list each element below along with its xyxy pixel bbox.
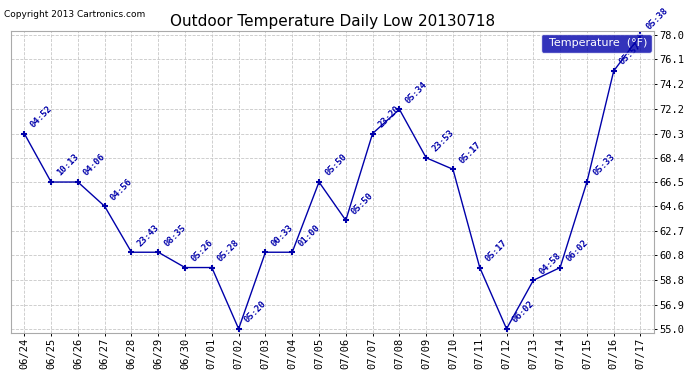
Text: 05:20: 05:20 xyxy=(243,299,268,325)
Title: Outdoor Temperature Daily Low 20130718: Outdoor Temperature Daily Low 20130718 xyxy=(170,14,495,29)
Text: 05:26: 05:26 xyxy=(189,238,215,263)
Text: 05:17: 05:17 xyxy=(457,140,482,165)
Text: 06:02: 06:02 xyxy=(511,299,536,325)
Text: 05:57: 05:57 xyxy=(618,42,643,67)
Text: 23:43: 23:43 xyxy=(136,223,161,248)
Text: 04:06: 04:06 xyxy=(82,153,108,178)
Text: 05:28: 05:28 xyxy=(216,238,241,263)
Text: 05:17: 05:17 xyxy=(484,238,509,263)
Text: 06:02: 06:02 xyxy=(564,238,590,263)
Text: 04:52: 04:52 xyxy=(28,104,54,129)
Text: 01:00: 01:00 xyxy=(297,223,322,248)
Text: 05:33: 05:33 xyxy=(591,153,616,178)
Text: 05:50: 05:50 xyxy=(350,191,375,216)
Legend: Temperature  (°F): Temperature (°F) xyxy=(541,34,651,53)
Text: Copyright 2013 Cartronics.com: Copyright 2013 Cartronics.com xyxy=(4,10,146,20)
Text: 04:58: 04:58 xyxy=(538,251,563,276)
Text: 05:38: 05:38 xyxy=(644,6,670,31)
Text: 23:53: 23:53 xyxy=(431,128,455,154)
Text: 05:34: 05:34 xyxy=(404,80,429,105)
Text: 04:56: 04:56 xyxy=(109,177,135,202)
Text: 23:20: 23:20 xyxy=(377,104,402,129)
Text: 10:13: 10:13 xyxy=(55,153,81,178)
Text: 08:35: 08:35 xyxy=(162,223,188,248)
Text: 00:33: 00:33 xyxy=(270,223,295,248)
Text: 05:50: 05:50 xyxy=(323,153,348,178)
